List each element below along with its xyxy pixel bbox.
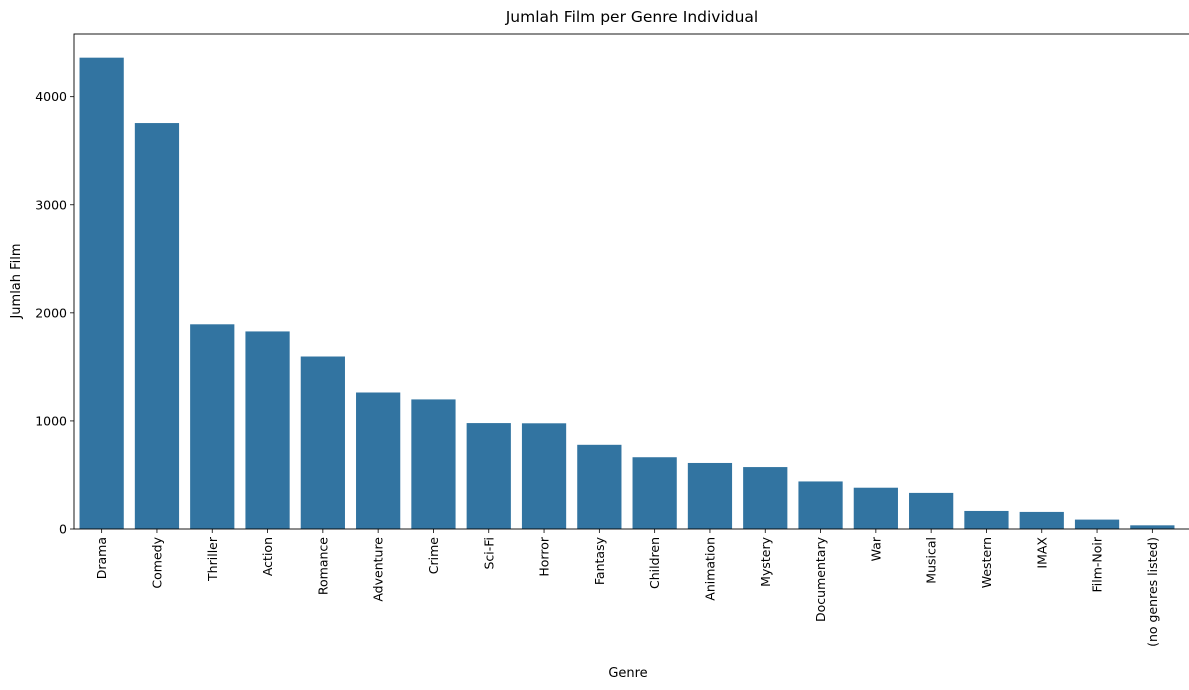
x-axis-label: Genre bbox=[608, 666, 647, 681]
bar-documentary bbox=[798, 481, 843, 529]
x-tick-label: IMAX bbox=[1034, 537, 1049, 569]
x-tick-label: Western bbox=[979, 537, 994, 588]
x-tick-label: (no genres listed) bbox=[1145, 537, 1160, 647]
bar-drama bbox=[79, 57, 124, 529]
bar-western bbox=[964, 510, 1009, 529]
bar-sci-fi bbox=[466, 423, 511, 529]
chart-title: Jumlah Film per Genre Individual bbox=[505, 8, 759, 26]
x-tick-label: Mystery bbox=[758, 536, 773, 586]
y-tick-label: 1000 bbox=[35, 413, 67, 428]
bar-children bbox=[632, 457, 677, 529]
x-tick-label: Comedy bbox=[149, 536, 164, 588]
bar-imax bbox=[1019, 511, 1064, 529]
x-tick-label: Film-Noir bbox=[1090, 536, 1105, 592]
bar-film-noir bbox=[1074, 519, 1120, 529]
bar-action bbox=[245, 331, 290, 529]
plot-frame bbox=[73, 33, 1189, 530]
bar-musical bbox=[909, 492, 954, 529]
x-tick-label: Documentary bbox=[813, 536, 828, 622]
y-tick-label: 3000 bbox=[35, 197, 67, 212]
bar-crime bbox=[411, 399, 456, 529]
x-tick-label: Thriller bbox=[205, 536, 220, 582]
bar-mystery bbox=[743, 467, 788, 529]
x-tick-label: Drama bbox=[94, 537, 109, 579]
x-tick-label: Action bbox=[260, 537, 275, 576]
bar-comedy bbox=[134, 123, 180, 530]
bars-group bbox=[79, 57, 1175, 530]
x-axis-ticks: Drama Comedy Thriller Action Romance Adventur… bbox=[94, 529, 1160, 647]
bar-thriller bbox=[190, 324, 235, 529]
x-tick-label: War bbox=[868, 536, 883, 561]
x-tick-label: Horror bbox=[537, 536, 552, 576]
x-tick-label: Sci-Fi bbox=[481, 537, 496, 570]
bar-war bbox=[853, 487, 898, 529]
x-tick-label: Adventure bbox=[371, 537, 386, 602]
x-tick-label: Romance bbox=[315, 537, 330, 595]
bar-no-genres-listed bbox=[1130, 525, 1175, 529]
bar-romance bbox=[300, 356, 345, 529]
x-tick-label: Musical bbox=[924, 537, 939, 584]
y-tick-label: 4000 bbox=[35, 89, 67, 104]
bar-animation bbox=[687, 462, 733, 529]
y-axis-ticks: 0 1000 2000 3000 4000 bbox=[35, 89, 74, 537]
bar-fantasy bbox=[577, 444, 622, 529]
x-tick-label: Animation bbox=[702, 537, 717, 601]
x-tick-label: Children bbox=[647, 537, 662, 589]
bar-adventure bbox=[356, 392, 401, 529]
y-tick-label: 0 bbox=[59, 522, 67, 537]
bar-horror bbox=[521, 423, 567, 529]
x-tick-label: Fantasy bbox=[592, 536, 607, 585]
x-tick-label: Crime bbox=[426, 537, 441, 575]
y-axis-label: Jumlah Film bbox=[9, 243, 24, 319]
y-tick-label: 2000 bbox=[35, 305, 67, 320]
